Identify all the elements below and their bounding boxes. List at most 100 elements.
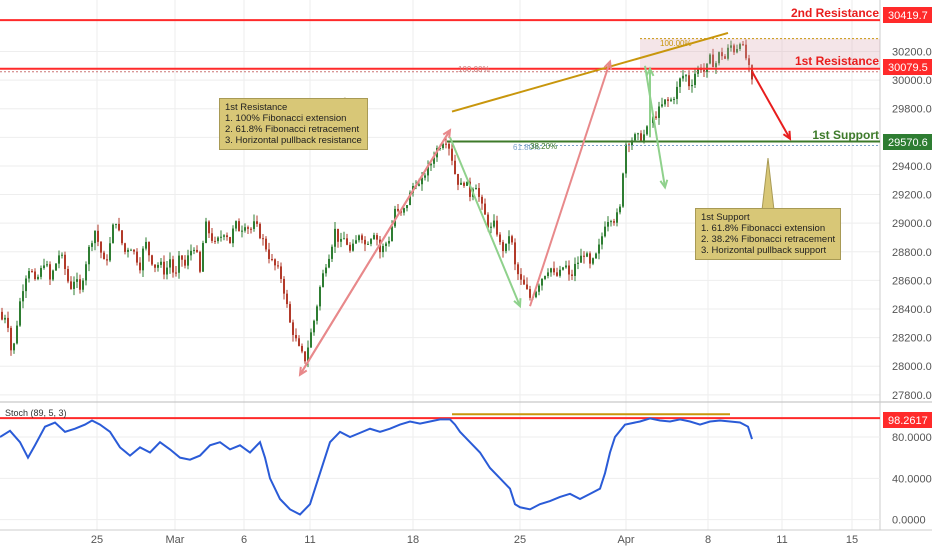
candle-body xyxy=(514,242,516,265)
time-axis: 25 Mar 6 11 18 25 Apr 8 11 15 xyxy=(91,534,858,546)
candle-body xyxy=(52,270,54,280)
candle-body xyxy=(337,228,339,242)
svg-text:98.2617: 98.2617 xyxy=(888,415,928,427)
candle-body xyxy=(526,284,528,290)
candle-body xyxy=(361,235,363,240)
candle-body xyxy=(433,157,435,164)
candle-body xyxy=(259,223,261,239)
candle-body xyxy=(448,143,450,149)
candle-body xyxy=(343,238,345,240)
candle-body xyxy=(580,255,582,263)
candle-body xyxy=(79,279,81,290)
candle-body xyxy=(466,181,468,186)
time-tick-label: Apr xyxy=(617,534,634,546)
candle-body xyxy=(316,306,318,321)
candle-body xyxy=(154,264,156,268)
candle-body xyxy=(748,58,750,66)
candle-body xyxy=(199,251,201,272)
candle-body xyxy=(697,67,699,74)
candle-body xyxy=(505,243,507,252)
candle-body xyxy=(502,242,504,252)
candle-body xyxy=(589,253,591,264)
arrow-down-green-2 xyxy=(644,65,666,188)
candle-body xyxy=(694,73,696,85)
second-resistance-label: 2nd Resistance xyxy=(791,6,879,20)
candle-body xyxy=(250,228,252,230)
candle-body xyxy=(319,286,321,307)
candle-body xyxy=(592,258,594,264)
svg-text:30079.5: 30079.5 xyxy=(888,62,928,74)
candle-body xyxy=(181,255,183,260)
candle-body xyxy=(94,230,96,244)
candle-body xyxy=(304,351,306,362)
candle-body xyxy=(352,243,354,251)
candle-body xyxy=(547,272,549,277)
candle-body xyxy=(562,267,564,270)
candle-body xyxy=(583,255,585,257)
candle-body xyxy=(112,224,114,244)
candle-body xyxy=(244,227,246,231)
time-tick-label: 25 xyxy=(91,534,103,546)
candle-body xyxy=(226,235,228,238)
candle-body xyxy=(109,243,111,261)
candle-body xyxy=(682,75,684,79)
time-tick-label: 18 xyxy=(407,534,419,546)
candle-body xyxy=(424,175,426,178)
arrow-down-green-1 xyxy=(449,136,521,307)
candle-body xyxy=(70,281,72,289)
candle-body xyxy=(616,212,618,223)
candle-body xyxy=(553,268,555,273)
candle-body xyxy=(445,143,447,145)
candle-body xyxy=(577,262,579,264)
candle-body xyxy=(331,246,333,259)
candle-body xyxy=(427,165,429,176)
candle-body xyxy=(313,320,315,333)
candle-body xyxy=(277,265,279,267)
stoch-line xyxy=(0,417,753,516)
arrow-up-red-1-head xyxy=(442,128,452,139)
fib-382-label: 38.20% xyxy=(530,142,557,151)
candle-body xyxy=(10,327,12,351)
candle-body xyxy=(442,143,444,148)
candle-body xyxy=(523,279,525,285)
candle-body xyxy=(382,246,384,253)
candle-body xyxy=(1,311,3,320)
candle-body xyxy=(718,52,720,64)
candle-body xyxy=(328,258,330,268)
candle-body xyxy=(439,147,441,149)
candle-body xyxy=(568,265,570,275)
time-tick-label: 25 xyxy=(514,534,526,546)
candle-body xyxy=(268,249,270,260)
svg-text:30419.7: 30419.7 xyxy=(888,10,928,22)
candle-body xyxy=(103,252,105,260)
candle-body xyxy=(475,188,477,190)
candle-body xyxy=(661,104,663,107)
rising-trend-line xyxy=(451,31,729,113)
candle-body xyxy=(601,236,603,245)
candle-body xyxy=(364,239,366,245)
candle-body xyxy=(370,239,372,244)
candle-body xyxy=(28,271,30,279)
candle-body xyxy=(376,235,378,240)
arrow-up-red-2-head xyxy=(603,59,613,70)
projection-arrow xyxy=(751,71,791,140)
candle-body xyxy=(598,244,600,254)
candle-body xyxy=(307,347,309,362)
candle-body xyxy=(166,267,168,275)
candle-body xyxy=(460,182,462,185)
candle-body xyxy=(187,255,189,266)
candle-body xyxy=(16,325,18,344)
time-tick-label: 8 xyxy=(705,534,711,546)
candle-body xyxy=(535,291,537,298)
candle-body xyxy=(211,233,213,241)
svg-text:29570.6: 29570.6 xyxy=(888,137,928,149)
candle-body xyxy=(172,259,174,273)
candle-body xyxy=(409,192,411,206)
candle-body xyxy=(49,264,51,280)
candle-body xyxy=(655,116,657,118)
candle-body xyxy=(241,230,243,232)
candle-body xyxy=(490,226,492,228)
candle-body xyxy=(73,281,75,289)
candle-body xyxy=(712,54,714,68)
